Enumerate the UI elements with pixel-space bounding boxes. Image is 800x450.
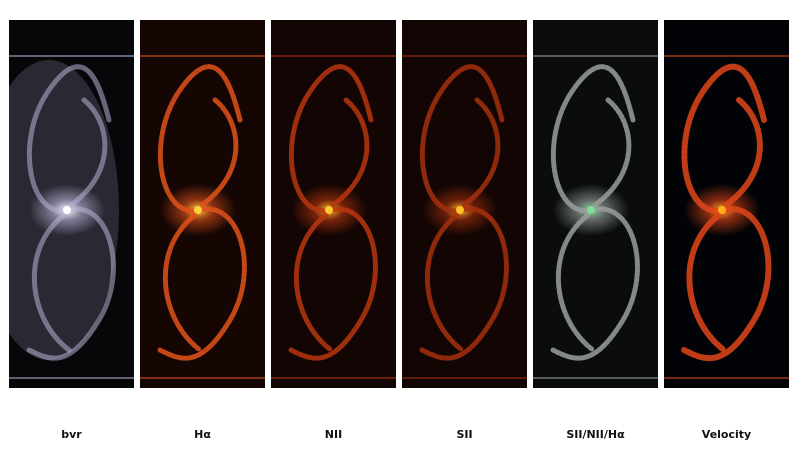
- spiral-arm: [330, 97, 370, 208]
- spiral-arm: [686, 212, 727, 353]
- panel-velocity: [664, 20, 789, 388]
- galaxy-image-velocity: [664, 55, 789, 379]
- spiral-arm: [555, 212, 596, 353]
- spiral-arm: [592, 97, 632, 208]
- spiral-arm: [681, 63, 767, 214]
- galaxy-nucleus: [456, 206, 464, 214]
- panel-nii: [271, 20, 396, 388]
- spiral-arm: [199, 97, 239, 208]
- spiral-arm: [550, 64, 636, 214]
- galaxy-image-ratio: [533, 55, 658, 379]
- spiral-arm: [26, 64, 112, 214]
- spiral-arm: [293, 212, 334, 353]
- galaxy-image-sii: [402, 55, 527, 379]
- label-velocity: Velocity: [701, 428, 752, 441]
- spiral-arm: [419, 64, 505, 214]
- galaxy-nucleus: [718, 206, 726, 214]
- spiral-arm: [68, 97, 108, 208]
- galaxy-nucleus: [325, 206, 333, 214]
- spiral-arm: [26, 206, 116, 361]
- spiral-arm: [550, 206, 640, 361]
- spiral-arm: [31, 212, 72, 353]
- label-sii: SII: [456, 428, 473, 441]
- spiral-arm: [157, 64, 243, 214]
- label-ratio: SII/NII/Hα: [566, 428, 625, 441]
- spiral-arm: [157, 206, 247, 361]
- spiral-arm: [681, 206, 772, 362]
- spiral-arm: [461, 97, 501, 208]
- spiral-arm: [288, 64, 374, 214]
- spiral-arm: [162, 212, 203, 353]
- spiral-arm: [419, 206, 509, 361]
- galaxy-image-bvr: [9, 55, 134, 379]
- spiral-arm: [424, 212, 465, 353]
- panel-halpha: [140, 20, 265, 388]
- spiral-arm: [723, 97, 763, 208]
- label-bvr: bvr: [61, 428, 82, 441]
- label-halpha: Hα: [194, 428, 211, 441]
- galaxy-nucleus: [63, 206, 71, 214]
- label-nii: NII: [324, 428, 343, 441]
- panel-ratio: [533, 20, 658, 388]
- panel-sii: [402, 20, 527, 388]
- galaxy-image-nii: [271, 55, 396, 379]
- panel-bvr: [9, 20, 134, 388]
- galaxy-nucleus: [194, 206, 202, 214]
- galaxy-nucleus: [587, 206, 595, 214]
- galaxy-image-halpha: [140, 55, 265, 379]
- spiral-arm: [288, 206, 378, 361]
